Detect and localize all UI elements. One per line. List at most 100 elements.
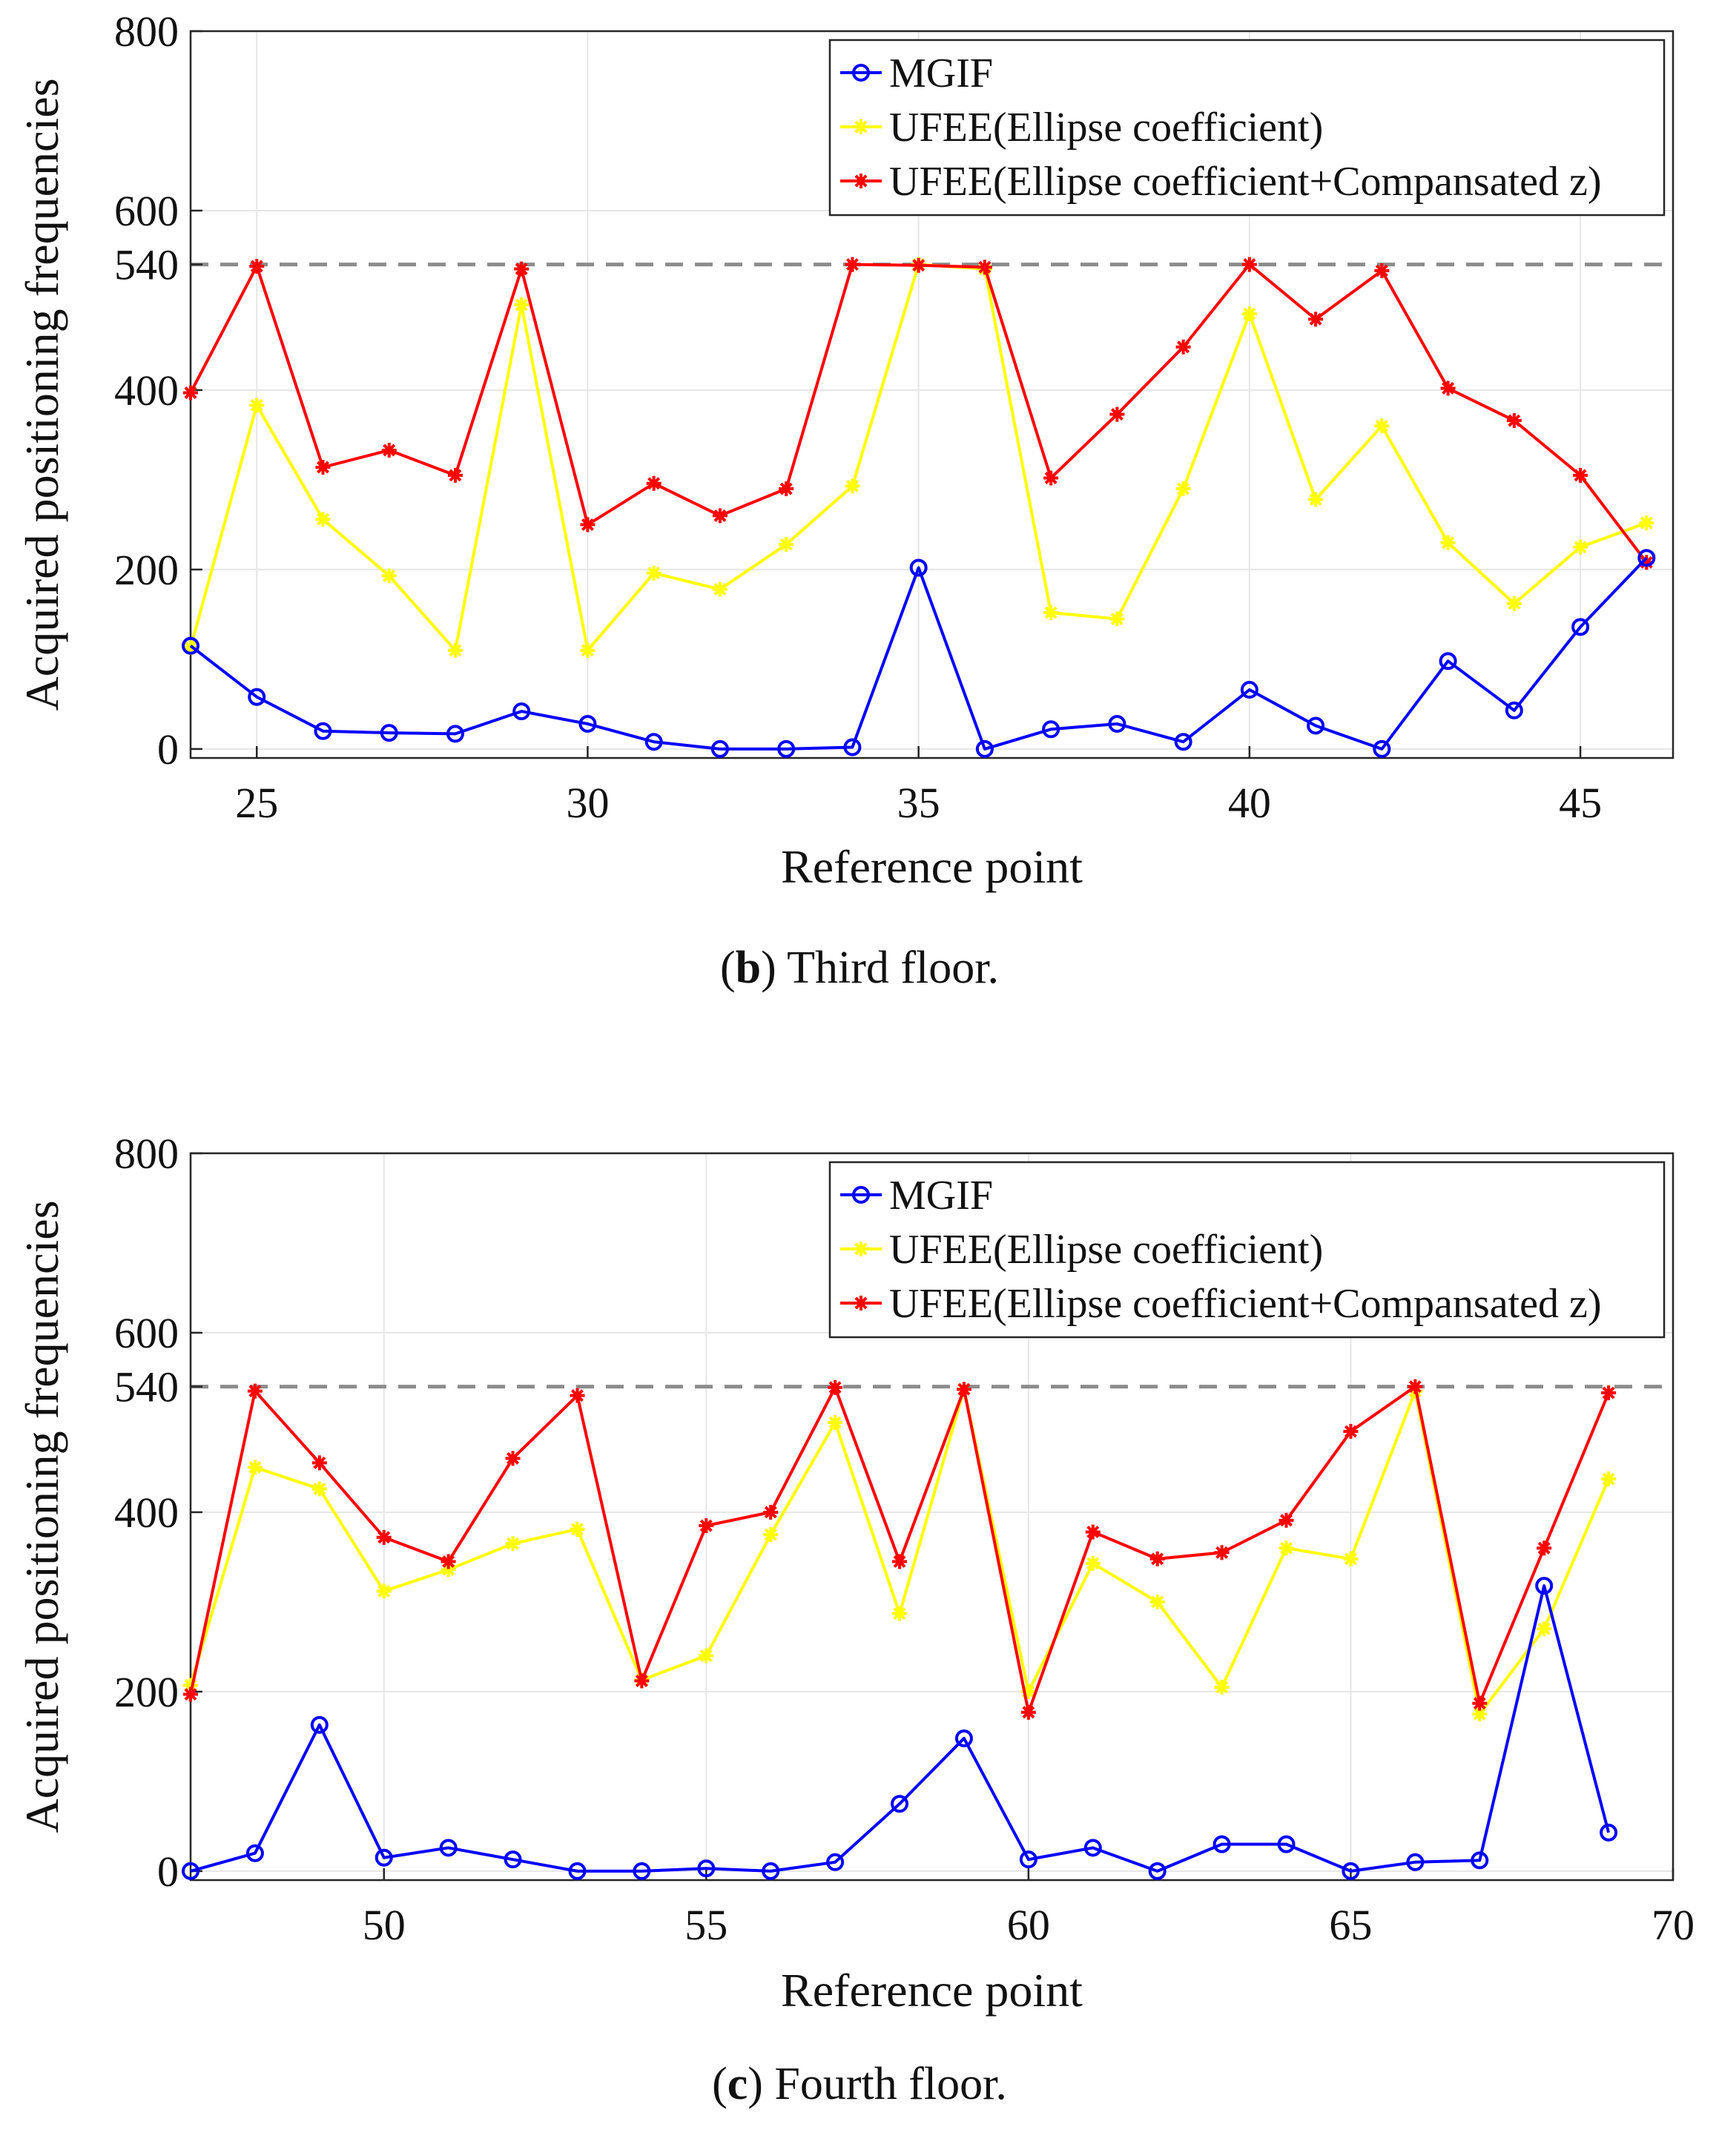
data-point [633, 1862, 651, 1880]
data-point [568, 1862, 587, 1880]
data-point [1148, 1862, 1167, 1880]
data-point [1406, 1853, 1425, 1871]
caption-third-floor: (b) Third floor. [719, 943, 999, 993]
data-point [1019, 1850, 1037, 1869]
data-point [826, 1853, 845, 1871]
legend-marker [854, 1296, 868, 1311]
data-point [1083, 1839, 1102, 1857]
data-point [1440, 380, 1456, 396]
data-point [712, 581, 727, 597]
data-point [441, 1562, 456, 1578]
data-point [1573, 467, 1588, 483]
data-point [570, 1521, 585, 1537]
data-point [911, 257, 926, 273]
data-point [710, 739, 729, 758]
data-point [1537, 1540, 1552, 1556]
data-point [1174, 733, 1192, 751]
data-point [1601, 1385, 1617, 1401]
data-point [1439, 652, 1457, 670]
y-tick-label: 800 [114, 7, 179, 56]
data-point [514, 297, 529, 313]
chart-third-floor: 25 30 35 40 45 0 200 400 540 600 800 Reference poin… [16, 7, 1675, 893]
data-point [1506, 596, 1522, 611]
y-tick-label: 540 [114, 241, 179, 289]
data-point [1639, 515, 1654, 531]
data-point [699, 1648, 714, 1664]
legend-label: UFEE(Ellipse coefficient+Compansated z) [889, 159, 1601, 205]
data-point [505, 1536, 521, 1552]
data-point [1278, 1540, 1294, 1556]
data-point [1373, 739, 1391, 758]
data-point [1277, 1835, 1296, 1853]
data-point [570, 1388, 585, 1403]
data-point [311, 1481, 327, 1497]
y-tick-label: 0 [157, 725, 179, 774]
caption-panel-letter: c [727, 2059, 748, 2109]
data-point [1108, 715, 1126, 733]
data-point [1214, 1545, 1230, 1560]
data-point [1308, 492, 1324, 507]
data-point [892, 1606, 908, 1621]
data-point [314, 722, 332, 740]
y-axis-label: Acquired positioning frequencies [16, 78, 68, 711]
data-point [315, 512, 331, 527]
legend-label: UFEE(Ellipse coefficient) [889, 1227, 1323, 1273]
data-point [311, 1455, 327, 1471]
data-point [762, 1862, 780, 1880]
data-point [249, 398, 265, 413]
x-axis-label: Reference point [781, 840, 1083, 893]
y-tick-label: 400 [114, 1489, 179, 1537]
data-point [1342, 1862, 1360, 1880]
data-point [1601, 1471, 1617, 1487]
caption-fourth-floor: (c) Fourth floor. [712, 2059, 1007, 2109]
data-point [1472, 1695, 1488, 1711]
data-point [1573, 539, 1588, 555]
legend-marker [854, 119, 868, 134]
series-ufee-ellipse-coefficient-compansated-z [183, 1379, 1617, 1720]
data-point [375, 1848, 393, 1867]
caption-text: ) Fourth floor. [748, 2059, 1007, 2109]
data-point [1639, 555, 1654, 570]
data-point [249, 258, 265, 274]
data-point [779, 537, 794, 553]
x-tick-label: 65 [1329, 1901, 1372, 1949]
data-point [1637, 549, 1656, 567]
legend-marker [852, 1186, 870, 1204]
data-point [1214, 1679, 1230, 1695]
data-point [1240, 681, 1258, 699]
data-point [1343, 1551, 1359, 1566]
y-tick-label: 540 [114, 1363, 179, 1411]
data-point [1343, 1424, 1359, 1440]
x-tick-label: 60 [1007, 1901, 1050, 1949]
data-point [447, 467, 463, 483]
data-point [1175, 339, 1191, 355]
data-point [779, 481, 794, 497]
x-tick-label: 40 [1228, 779, 1271, 827]
data-point [504, 1850, 522, 1869]
x-axis-label: Reference point [781, 1964, 1083, 2017]
data-point [1020, 1704, 1036, 1720]
series-line [189, 1385, 1610, 1714]
data-point [699, 1518, 714, 1534]
data-point [1085, 1555, 1101, 1571]
data-point [1308, 311, 1324, 327]
data-point [777, 739, 796, 758]
data-point [376, 1583, 392, 1599]
x-tick-label: 55 [684, 1901, 727, 1949]
data-point [182, 1862, 199, 1880]
legend-label: UFEE(Ellipse coefficient+Compansated z) [889, 1281, 1601, 1327]
data-point [1374, 263, 1390, 279]
x-tick-label: 35 [897, 779, 940, 827]
data-point [909, 558, 928, 577]
data-point [763, 1527, 779, 1543]
data-point [248, 688, 266, 706]
legend: MGIF UFEE(Ellipse coefficient) UFEE(Ellips… [828, 39, 1666, 217]
data-point [514, 261, 529, 277]
data-point [447, 642, 463, 658]
data-point [183, 1687, 198, 1702]
data-point [644, 733, 663, 751]
data-point [580, 517, 595, 533]
data-point [1149, 1551, 1165, 1566]
data-point [1471, 1851, 1489, 1870]
